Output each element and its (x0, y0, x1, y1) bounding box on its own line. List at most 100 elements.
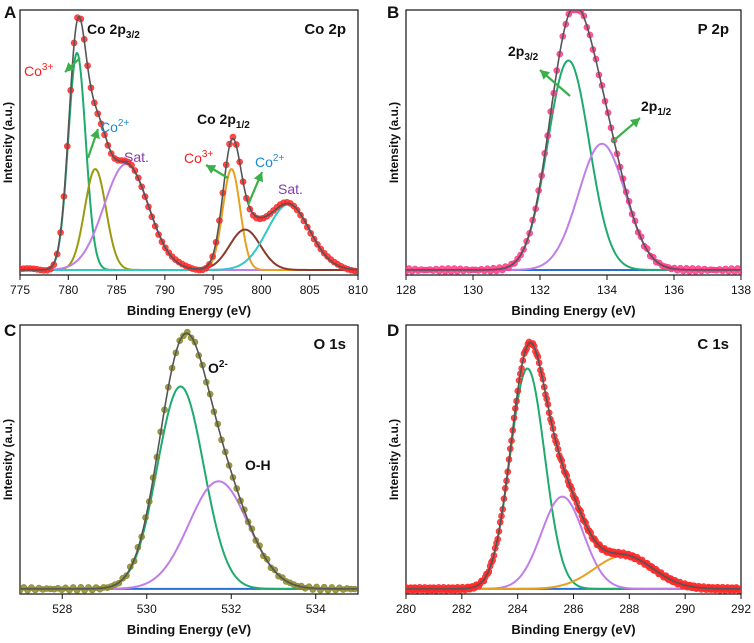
x-tick-label: 130 (463, 283, 483, 297)
annotation-co2plus: Co2+ (100, 118, 129, 135)
x-tick-label: 134 (597, 283, 617, 297)
arrow-co3plus (64, 57, 81, 73)
x-tick-label: 284 (508, 602, 528, 616)
arrow-2p12-head (629, 118, 640, 128)
annotation-sat-text: Sat. (124, 149, 149, 165)
x-tick-label: 532 (221, 602, 241, 616)
annotation-co2p32: Co 2p3/2 (87, 21, 140, 41)
annotation-sat: Sat. (124, 149, 149, 165)
annotation-2p32-sub: 3/2 (524, 52, 538, 63)
plot-frame (19, 9, 359, 276)
annotation-co2p12-text: Co 2p (197, 111, 236, 127)
annotation-co2p32-text: Co 2p (87, 21, 126, 37)
panel-title: O 1s (313, 336, 346, 353)
annotation-sat-b: Sat. (278, 181, 303, 197)
envelope-fit-line (406, 341, 741, 590)
annotation-o2minus-sup: 2- (219, 359, 228, 370)
panel-letter: C (4, 321, 16, 340)
panel-letter: A (4, 3, 16, 22)
x-tick-label: 132 (530, 283, 550, 297)
arrow-2p32 (539, 69, 571, 97)
y-axis-label: Intensity (a.u.) (387, 102, 401, 183)
panel-letter: B (387, 3, 399, 22)
x-tick-label: 775 (10, 283, 30, 297)
annotation-co2p12-sub: 1/2 (236, 120, 250, 131)
panel-d: D 280 282 284 286 288 290 292 Binding Energy (eV… (387, 321, 751, 637)
x-tick-label: 795 (203, 283, 223, 297)
plot-area (20, 14, 358, 275)
x-axis-label: Binding Energy (eV) (127, 303, 251, 318)
panel-title: C 1s (697, 336, 729, 353)
component-peak-0 (406, 367, 741, 590)
x-axis-label: Binding Energy (eV) (511, 622, 635, 637)
arrow-2p12 (611, 117, 641, 143)
x-tick-label: 282 (452, 602, 472, 616)
data-markers (20, 14, 358, 275)
annotation-co3plus-b-sup: 3+ (202, 149, 214, 160)
annotation-co3plus-b-text: Co (184, 150, 202, 166)
annotation-2p32: 2p3/2 (508, 43, 539, 63)
component-peak-1 (20, 480, 358, 590)
data-markers (20, 328, 358, 594)
annotation-o2minus-text: O (208, 360, 219, 376)
arrow-co2plus-head (90, 129, 100, 140)
panel-title: P 2p (698, 21, 729, 38)
panel-a: A 775 780 785 790 795 800 805 810 Binding Energy … (1, 3, 368, 318)
x-tick-label: 530 (137, 602, 157, 616)
annotation-co2p32-sub: 3/2 (126, 30, 140, 41)
arrow-co3plus-b (205, 164, 229, 179)
annotation-co3plus-b: Co3+ (184, 149, 213, 166)
arrow-2p32-head (540, 70, 551, 80)
x-tick-label: 810 (348, 283, 368, 297)
panel-letter: D (387, 321, 399, 340)
x-tick-label: 128 (396, 283, 416, 297)
panel-b: B 128 130 132 134 136 138 Binding Energy (eV) In… (387, 3, 751, 318)
annotation-co2plus-b-text: Co (255, 154, 273, 170)
x-tick-label: 528 (52, 602, 72, 616)
x-tick-label: 785 (107, 283, 127, 297)
x-tick-label: 290 (675, 602, 695, 616)
annotation-2p12-text: 2p (641, 98, 657, 114)
annotation-co2plus-b: Co2+ (255, 153, 284, 170)
component-peak-2 (20, 162, 358, 271)
arrow-co3plus-b-head (206, 165, 217, 174)
annotation-oh-text: O-H (245, 457, 271, 473)
plot-area (406, 338, 741, 594)
annotation-co2plus-text: Co (100, 119, 118, 135)
x-axis-label: Binding Energy (eV) (127, 622, 251, 637)
annotation-oh: O-H (245, 457, 271, 473)
x-tick-label: 780 (58, 283, 78, 297)
panel-title: Co 2p (304, 21, 346, 38)
envelope-fit-line (406, 10, 741, 271)
annotation-2p32-text: 2p (508, 43, 524, 59)
annotation-co2plus-sup: 2+ (118, 118, 130, 129)
panel-c: C 528 530 532 534 Binding Energy (eV) Intensit… (1, 321, 359, 637)
plot-area (406, 10, 741, 275)
plot-area (20, 328, 358, 594)
annotation-2p12: 2p1/2 (641, 98, 672, 118)
annotation-co2plus-b-sup: 2+ (273, 153, 285, 164)
arrow-co3plus-head (65, 62, 75, 72)
x-tick-label: 790 (155, 283, 175, 297)
data-point (128, 161, 135, 169)
annotation-co3plus: Co3+ (24, 62, 53, 79)
envelope-fit-line (20, 332, 358, 590)
x-tick-label: 534 (306, 602, 326, 616)
annotation-2p12-sub: 1/2 (657, 107, 671, 118)
component-peak-3 (20, 167, 358, 271)
y-axis-label: Intensity (a.u.) (1, 419, 15, 500)
y-axis-label: Intensity (a.u.) (1, 102, 15, 183)
component-peak-0 (406, 59, 741, 271)
component-peak-5 (20, 203, 358, 271)
x-tick-label: 286 (563, 602, 583, 616)
x-tick-label: 136 (664, 283, 684, 297)
annotation-co3plus-text: Co (24, 63, 42, 79)
arrow-co2plus (86, 128, 100, 159)
x-tick-label: 800 (251, 283, 271, 297)
x-tick-label: 280 (396, 602, 416, 616)
x-tick-label: 288 (619, 602, 639, 616)
annotation-co2p12: Co 2p1/2 (197, 111, 250, 131)
x-tick-label: 805 (300, 283, 320, 297)
arrow-co2plus-b-head (253, 172, 264, 183)
